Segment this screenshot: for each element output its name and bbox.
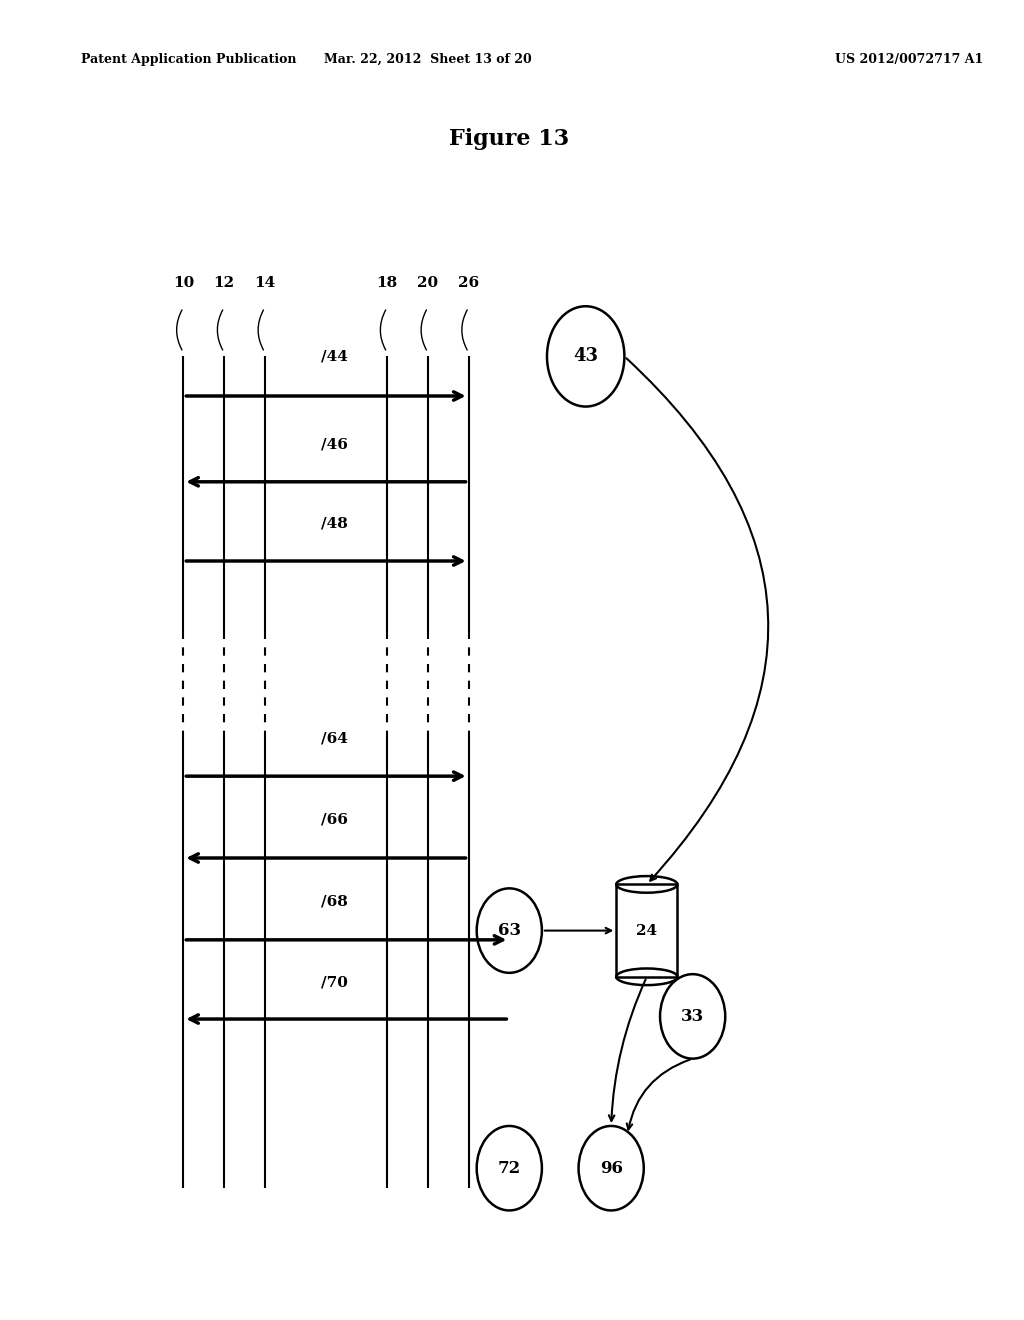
Text: /66: /66 bbox=[321, 812, 348, 826]
Text: 24: 24 bbox=[636, 924, 657, 937]
Text: 33: 33 bbox=[681, 1008, 705, 1024]
Text: /48: /48 bbox=[321, 516, 348, 531]
Text: US 2012/0072717 A1: US 2012/0072717 A1 bbox=[836, 53, 983, 66]
Text: Patent Application Publication: Patent Application Publication bbox=[82, 53, 297, 66]
Text: 43: 43 bbox=[573, 347, 598, 366]
Text: 20: 20 bbox=[417, 276, 438, 290]
Text: /68: /68 bbox=[321, 894, 348, 908]
Text: /44: /44 bbox=[321, 348, 348, 363]
Text: Figure 13: Figure 13 bbox=[450, 128, 569, 149]
Text: 18: 18 bbox=[377, 276, 397, 290]
Text: 12: 12 bbox=[214, 276, 234, 290]
Text: 72: 72 bbox=[498, 1160, 521, 1176]
Text: 96: 96 bbox=[600, 1160, 623, 1176]
Text: 26: 26 bbox=[458, 276, 479, 290]
Text: 14: 14 bbox=[254, 276, 275, 290]
Text: 63: 63 bbox=[498, 923, 521, 939]
Text: 10: 10 bbox=[173, 276, 194, 290]
Text: /64: /64 bbox=[321, 731, 348, 746]
Text: Mar. 22, 2012  Sheet 13 of 20: Mar. 22, 2012 Sheet 13 of 20 bbox=[324, 53, 531, 66]
Text: /70: /70 bbox=[321, 975, 348, 990]
Text: /46: /46 bbox=[321, 437, 348, 451]
